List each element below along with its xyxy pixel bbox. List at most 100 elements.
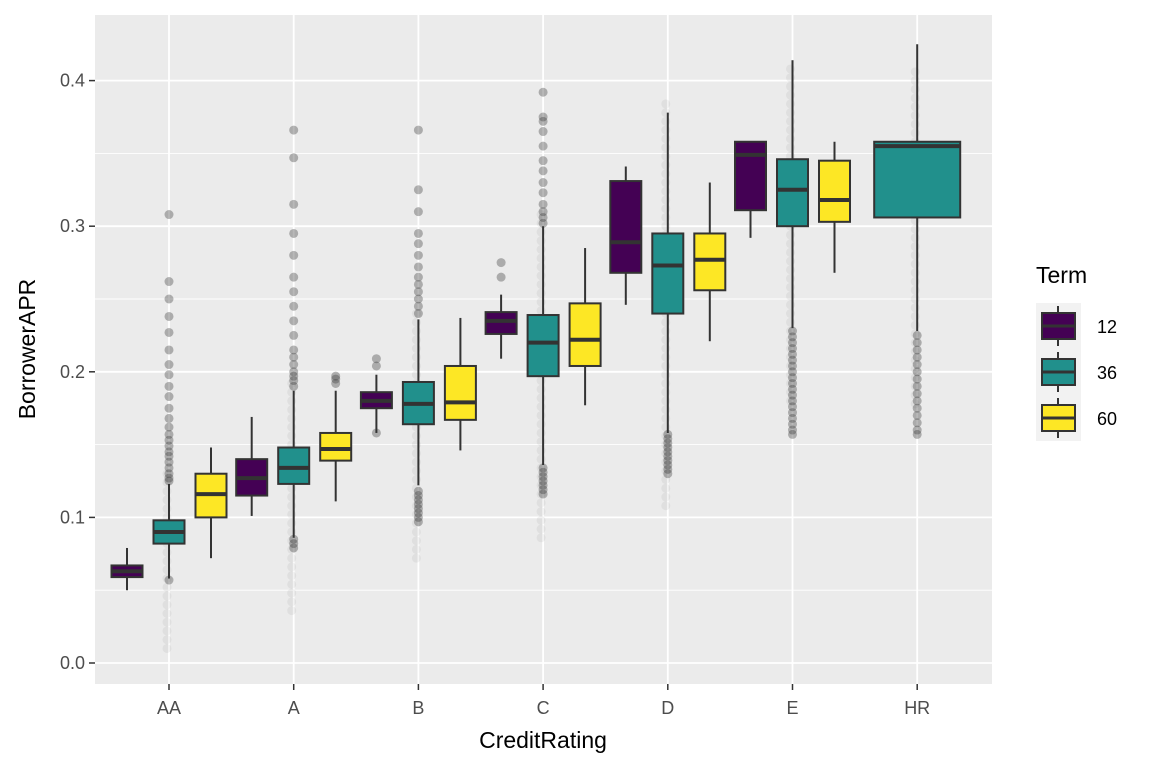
outlier-point — [289, 352, 299, 362]
box-body — [277, 446, 311, 485]
outlier-point — [413, 262, 423, 272]
jitter-point — [536, 306, 546, 316]
jitter-point — [910, 285, 920, 295]
outlier-point — [164, 381, 174, 391]
jitter-point — [661, 475, 671, 485]
jitter-point — [536, 253, 546, 263]
outlier-point — [788, 408, 797, 418]
outlier-point — [912, 410, 922, 420]
jitter-point — [162, 591, 172, 601]
outlier-point — [164, 360, 174, 370]
jitter-point — [411, 518, 421, 528]
box-body — [818, 159, 851, 223]
outlier-point — [331, 371, 341, 381]
box-B-36 — [401, 125, 435, 527]
outlier-point — [788, 373, 797, 383]
outlier-point — [289, 534, 299, 544]
outlier-point — [788, 390, 797, 400]
outlier-point — [413, 301, 423, 311]
jitter-point — [910, 346, 920, 356]
jitter-point — [162, 469, 172, 479]
outlier-point — [663, 460, 673, 470]
box-D-12 — [609, 166, 643, 305]
jitter-point — [661, 448, 671, 458]
outlier-point — [912, 403, 922, 413]
outlier-point — [912, 425, 922, 435]
outlier-point — [413, 294, 423, 304]
outlier-point — [912, 330, 922, 340]
outlier-point — [663, 443, 673, 453]
jitter-point — [536, 524, 546, 534]
jitter-point — [786, 317, 795, 327]
outlier-point — [413, 272, 423, 282]
y-axis-title: BorrowerAPR — [14, 279, 40, 420]
outlier-point — [164, 277, 174, 287]
jitter-point — [786, 265, 795, 275]
outlier-point — [164, 370, 174, 380]
jitter-point — [536, 402, 546, 412]
jitter-point — [910, 277, 920, 287]
jitter-point — [661, 125, 671, 135]
outlier-point — [538, 112, 548, 122]
jitter-point — [536, 463, 546, 473]
jitter-point — [661, 212, 671, 222]
jitter-point — [661, 134, 671, 144]
outlier-point — [413, 517, 423, 527]
outlier-point — [164, 392, 174, 402]
jitter-point — [536, 410, 546, 420]
jitter-point — [162, 495, 172, 505]
y-tick-label: 0.1 — [60, 507, 85, 527]
outlier-point — [912, 374, 922, 384]
outlier-point — [538, 156, 548, 166]
jitter-point — [287, 562, 297, 572]
jitter-point — [536, 445, 546, 455]
outlier-point — [289, 539, 299, 549]
outlier-point — [788, 384, 797, 394]
outlier-point — [538, 485, 548, 495]
jitter-point — [786, 256, 795, 266]
jitter-point — [910, 294, 920, 304]
jitter-point — [786, 361, 795, 371]
jitter-point — [661, 483, 671, 493]
x-tick-label: D — [661, 698, 674, 718]
outlier-point — [289, 371, 299, 381]
jitter-point — [786, 230, 795, 240]
outlier-point — [788, 429, 797, 439]
outlier-point — [663, 438, 673, 448]
jitter-point — [910, 242, 920, 252]
outlier-point — [289, 367, 299, 377]
outlier-point — [164, 441, 174, 451]
outlier-point — [413, 125, 423, 135]
outlier-point — [164, 422, 174, 432]
outlier-point — [164, 311, 174, 321]
jitter-point — [661, 335, 671, 345]
outlier-point — [413, 486, 423, 496]
outlier-point — [289, 153, 299, 163]
jitter-point — [536, 489, 546, 499]
jitter-point — [786, 282, 795, 292]
jitter-point — [910, 111, 920, 121]
outlier-point — [912, 352, 922, 362]
jitter-point — [536, 271, 546, 281]
jitter-point — [287, 405, 297, 415]
box-AA-60 — [194, 447, 228, 559]
y-tick-label: 0.3 — [60, 216, 85, 236]
jitter-point — [661, 143, 671, 153]
jitter-point — [661, 466, 671, 476]
outlier-point — [912, 345, 922, 355]
jitter-point — [661, 151, 671, 161]
outlier-point — [538, 476, 548, 486]
outlier-point — [788, 378, 797, 388]
box-body — [526, 314, 560, 378]
jitter-point — [910, 390, 920, 400]
outlier-point — [496, 272, 506, 282]
box-body — [651, 232, 685, 315]
box-B-60 — [443, 317, 477, 451]
jitter-point — [910, 320, 920, 330]
x-tick-label: A — [288, 698, 300, 718]
outlier-point — [788, 396, 797, 406]
box-D-36 — [651, 112, 685, 479]
jitter-point — [661, 186, 671, 196]
jitter-point — [786, 326, 795, 336]
